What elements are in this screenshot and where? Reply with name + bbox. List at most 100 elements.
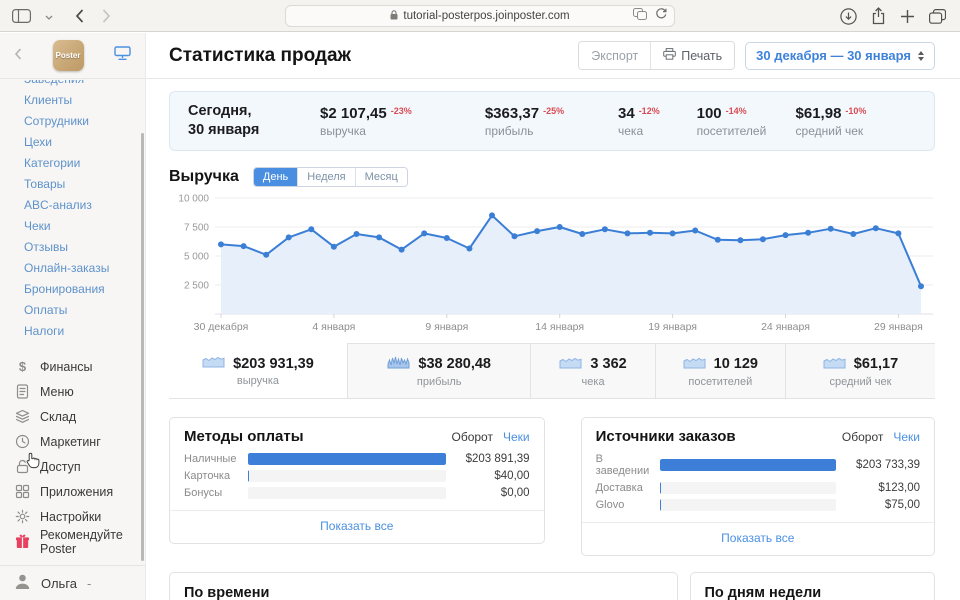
sidebar-item[interactable]: Склад (0, 404, 145, 429)
reload-icon[interactable] (655, 7, 667, 25)
sidebar-toggle-icon[interactable] (12, 9, 31, 23)
today-metric: 100-14%посетителей (697, 105, 796, 138)
user-menu[interactable]: Ольга - (0, 565, 145, 600)
bar-track (248, 470, 446, 482)
sidebar-item-label: Финансы (40, 360, 92, 374)
sidebar-link[interactable]: Сотрудники (0, 111, 145, 132)
svg-text:10 000: 10 000 (178, 194, 209, 205)
chevron-down-icon[interactable] (45, 7, 53, 25)
sparkline-icon (202, 354, 225, 373)
by-weekday-card: По дням недели 40 000 (690, 572, 936, 600)
sidebar-collapse-icon[interactable] (14, 47, 22, 65)
card-title: По дням недели (691, 573, 935, 600)
dollar-icon: $ (14, 359, 30, 374)
sparkline-icon (683, 355, 706, 374)
metric-tab[interactable]: $38 280,48 прибыль (347, 343, 531, 398)
sidebar-link[interactable]: Онлайн-заказы (0, 258, 145, 279)
sidebar-link[interactable]: Оплаты (0, 300, 145, 321)
user-name: Ольга (41, 576, 77, 591)
sidebar-item-label: Рекомендуйте Poster (40, 528, 145, 556)
bar-label: В заведении (596, 453, 660, 477)
page-title: Статистика продаж (169, 45, 578, 67)
metric-selector-row: $203 931,39 выручка $38 280,48 прибыль 3… (169, 343, 935, 399)
sidebar-item[interactable]: Маркетинг (0, 429, 145, 454)
turnover-toggle[interactable]: Оборот (451, 430, 492, 444)
print-button[interactable]: Печать (650, 42, 734, 69)
grid-icon (14, 484, 30, 499)
bar-label: Наличные (184, 453, 248, 465)
sidebar-item-label: Маркетинг (40, 435, 101, 449)
metric-tab[interactable]: $61,17 средний чек (785, 343, 935, 398)
show-all-link[interactable]: Показать все (320, 519, 393, 533)
bar-label: Карточка (184, 470, 248, 482)
bar-row: Доставка $123,00 (596, 482, 920, 494)
bar-row: В заведении $203 733,39 (596, 453, 920, 477)
sidebar-item-label: Доступ (40, 460, 81, 474)
bar-row: Карточка $40,00 (184, 470, 530, 482)
select-arrows-icon (918, 51, 924, 61)
sidebar-link[interactable]: Цехи (0, 132, 145, 153)
sidebar-link[interactable]: Товары (0, 174, 145, 195)
new-tab-icon[interactable] (900, 9, 915, 24)
bar-row: Бонусы $0,00 (184, 487, 530, 499)
period-tab[interactable]: Неделя (297, 168, 354, 186)
payment-methods-card: Методы оплаты Оборот Чеки Наличные $203 … (169, 417, 545, 544)
share-icon[interactable] (871, 7, 886, 25)
main-content: Статистика продаж Экспорт Печать 30 дека… (146, 33, 960, 600)
receipts-toggle[interactable]: Чеки (893, 430, 920, 444)
gift-icon (14, 534, 30, 549)
period-tab[interactable]: День (254, 168, 297, 186)
lock-icon (14, 459, 30, 474)
metric-tab[interactable]: 3 362 чека (530, 343, 654, 398)
sidebar-link[interactable]: Бронирования (0, 279, 145, 300)
sidebar-item[interactable]: $ Финансы (0, 354, 145, 379)
export-button[interactable]: Экспорт (579, 42, 650, 69)
bar-row: Наличные $203 891,39 (184, 453, 530, 465)
sidebar-nav: ЗаведенияКлиентыСотрудникиЦехиКатегорииТ… (0, 80, 145, 565)
lock-icon (390, 7, 398, 25)
bar-value: $0,00 (446, 487, 530, 499)
printer-icon (663, 48, 676, 63)
sidebar-item[interactable]: Доступ (0, 454, 145, 479)
sidebar-link[interactable]: Отзывы (0, 237, 145, 258)
sidebar-link[interactable]: Клиенты (0, 90, 145, 111)
receipts-toggle[interactable]: Чеки (503, 430, 530, 444)
sidebar-scrollbar[interactable] (141, 133, 144, 561)
downloads-icon[interactable] (840, 8, 857, 25)
bar-track (660, 459, 836, 471)
back-icon[interactable] (75, 9, 84, 23)
sidebar-link[interactable]: Налоги (0, 321, 145, 342)
metric-tab[interactable]: 10 129 посетителей (655, 343, 785, 398)
layers-icon (14, 409, 30, 424)
bar-label: Glovo (596, 499, 660, 511)
sidebar-item[interactable]: Меню (0, 379, 145, 404)
translate-icon[interactable] (633, 7, 647, 25)
sidebar-link[interactable]: Заведения (0, 80, 145, 90)
document-icon (14, 384, 30, 399)
sidebar-item[interactable]: Рекомендуйте Poster (0, 529, 145, 554)
svg-text:9 января: 9 января (425, 321, 468, 333)
sidebar-item-label: Приложения (40, 485, 113, 499)
show-all-link[interactable]: Показать все (721, 531, 794, 545)
tab-overview-icon[interactable] (929, 9, 946, 24)
url-text: tutorial-posterpos.joinposter.com (403, 10, 569, 22)
revenue-chart[interactable]: 2 5005 0007 50010 00030 декабря4 января9… (169, 190, 935, 336)
svg-text:4 января: 4 января (312, 321, 355, 333)
sidebar-item[interactable]: Настройки (0, 504, 145, 529)
chart-title: Выручка (169, 168, 239, 186)
sidebar-link[interactable]: ABC-анализ (0, 195, 145, 216)
person-icon (14, 573, 31, 593)
date-range-select[interactable]: 30 декабря — 30 января (745, 42, 935, 70)
poster-logo[interactable]: Poster (53, 40, 84, 71)
gear-icon (14, 509, 30, 524)
today-summary-panel: Сегодня,30 января $2 107,45-23%выручка $… (169, 91, 935, 151)
period-tab[interactable]: Месяц (355, 168, 407, 186)
turnover-toggle[interactable]: Оборот (842, 430, 883, 444)
sidebar-link[interactable]: Категории (0, 153, 145, 174)
metric-tab[interactable]: $203 931,39 выручка (169, 343, 347, 398)
sidebar-item[interactable]: Приложения (0, 479, 145, 504)
sidebar-link[interactable]: Чеки (0, 216, 145, 237)
address-bar[interactable]: tutorial-posterpos.joinposter.com (285, 5, 675, 27)
sparkline-icon (559, 355, 582, 374)
pos-terminal-icon[interactable] (114, 46, 131, 66)
